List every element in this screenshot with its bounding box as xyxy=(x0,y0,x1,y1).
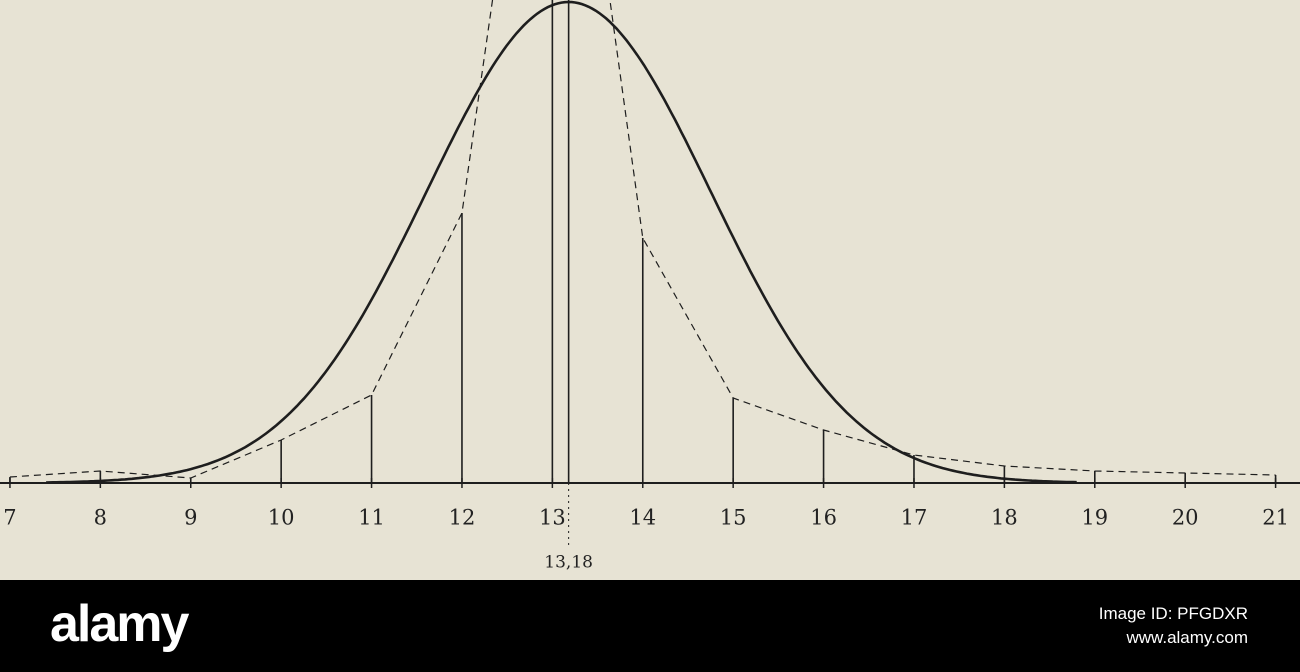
x-tick-label: 9 xyxy=(184,506,197,530)
frequency-polygon xyxy=(9,0,1276,479)
url: www.alamy.com xyxy=(1126,628,1248,647)
normal-curve xyxy=(46,0,1077,484)
x-tick-label: 7 xyxy=(3,506,16,530)
x-tick-label: 16 xyxy=(810,506,837,530)
x-tick-label: 19 xyxy=(1081,506,1108,530)
footer: alamy Image ID: PFGDXR www.alamy.com xyxy=(0,580,1300,672)
polygon-group xyxy=(9,0,1277,483)
x-tick-label: 13 xyxy=(539,506,566,530)
x-tick-label: 17 xyxy=(901,506,928,530)
x-tick-label: 11 xyxy=(358,506,385,530)
logo: alamy xyxy=(50,595,189,653)
image-id: Image ID: PFGDXR xyxy=(1098,604,1248,623)
x-tick-label: 21 xyxy=(1262,506,1289,530)
x-tick-label: 10 xyxy=(268,506,295,530)
image-meta: Image ID: PFGDXR www.alamy.com xyxy=(1099,602,1248,650)
paper xyxy=(0,0,1300,580)
x-tick-label: 8 xyxy=(94,506,107,530)
x-tick-label: 20 xyxy=(1172,506,1199,530)
chart: 7 8 9 10 11 12 13 14 15 16 17 18 19 20 21 13,18 xyxy=(0,0,1300,580)
x-tick-label: 14 xyxy=(629,506,656,530)
x-tick-label: 12 xyxy=(449,506,476,530)
x-tick-label: 18 xyxy=(991,506,1018,530)
x-tick-label: 15 xyxy=(720,506,747,530)
mean-label: 13,18 xyxy=(544,553,593,573)
